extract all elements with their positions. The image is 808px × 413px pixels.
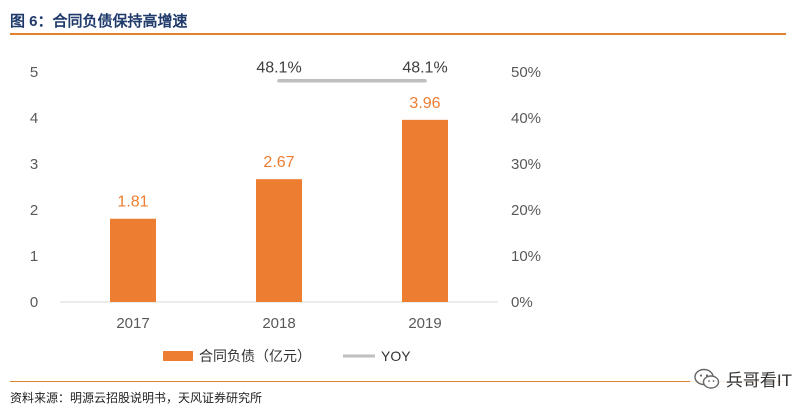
- y-tick-label: 0: [30, 294, 38, 311]
- y-tick-label: 5: [30, 64, 38, 81]
- legend: 合同负债（亿元） YOY: [163, 348, 411, 364]
- y2-tick-label: 40%: [511, 110, 541, 127]
- bar-data-label: 2.67: [263, 154, 294, 171]
- y-tick-label: 4: [30, 110, 38, 127]
- legend-label-bar: 合同负债（亿元）: [199, 348, 311, 364]
- yoy-data-label: 48.1%: [402, 60, 447, 77]
- bar-data-label: 1.81: [117, 194, 148, 211]
- bar: [110, 218, 156, 302]
- bar-data-label: 3.96: [409, 95, 440, 112]
- title-divider: [10, 33, 786, 35]
- source-note: 资料来源：明源云招股说明书，天风证券研究所: [10, 391, 263, 405]
- x-tick-label: 2019: [408, 315, 441, 332]
- y2-tick-label: 0%: [511, 294, 533, 311]
- legend-swatch-bar: [163, 351, 193, 361]
- bar: [256, 179, 302, 302]
- wechat-icon: [694, 368, 720, 389]
- watermark-text: 兵哥看IT: [725, 371, 792, 390]
- x-tick-label: 2017: [116, 315, 149, 332]
- y2-tick-label: 30%: [511, 156, 541, 173]
- bar-series: 1.81 2.67 3.96: [110, 95, 448, 302]
- watermark: 兵哥看IT: [689, 364, 796, 393]
- y2-tick-label: 50%: [511, 64, 541, 81]
- y-tick-label: 3: [30, 156, 38, 173]
- chart: 0 1 2 3 4 5 0% 10% 20% 30% 40% 50% 1.81 2.67 3.96 48…: [30, 60, 541, 364]
- footer-divider: [10, 381, 786, 382]
- bar: [402, 119, 448, 302]
- x-axis: 2017 2018 2019: [116, 315, 441, 332]
- y-axis-left: 0 1 2 3 4 5: [30, 64, 38, 311]
- y-tick-label: 1: [30, 248, 38, 265]
- y-axis-right: 0% 10% 20% 30% 40% 50%: [511, 64, 541, 311]
- yoy-data-label: 48.1%: [256, 60, 301, 77]
- y-tick-label: 2: [30, 202, 38, 219]
- figure-title: 图 6：合同负债保持高增速: [10, 13, 188, 30]
- y2-tick-label: 20%: [511, 202, 541, 219]
- yoy-series: 48.1% 48.1%: [256, 60, 448, 83]
- y2-tick-label: 10%: [511, 248, 541, 265]
- legend-label-line: YOY: [381, 348, 411, 364]
- x-tick-label: 2018: [262, 315, 295, 332]
